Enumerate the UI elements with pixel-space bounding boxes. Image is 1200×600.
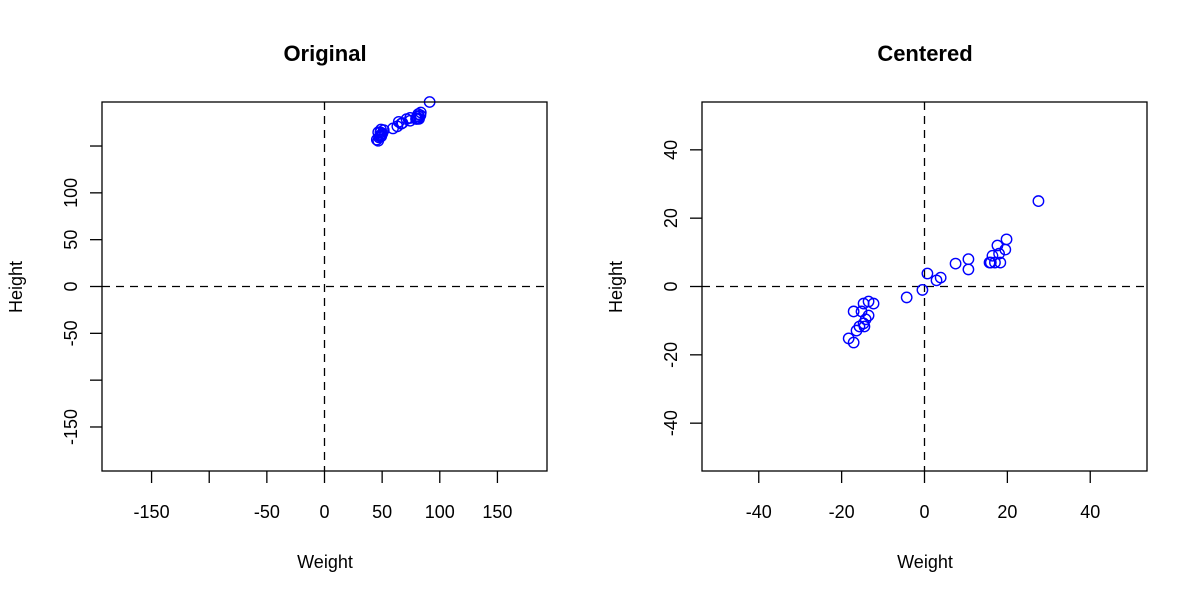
- data-point: [1000, 233, 1013, 246]
- y-axis-label: Height: [606, 261, 626, 313]
- y-tick-label: -20: [661, 342, 681, 368]
- x-tick-label: 0: [319, 502, 329, 522]
- plot-centered: Centered Weight Height -40 -20 0 20 40 -40 -2…: [606, 41, 1148, 572]
- x-tick-label: -40: [746, 502, 772, 522]
- reference-lines: [702, 102, 1147, 471]
- x-tick-label: -50: [254, 502, 280, 522]
- data-point: [370, 133, 383, 146]
- x-tick-label: 150: [482, 502, 512, 522]
- y-tick-label: 40: [661, 140, 681, 160]
- plot-title: Original: [283, 41, 366, 66]
- data-point: [916, 284, 929, 296]
- scatter-points: [370, 96, 436, 147]
- reference-lines: [102, 102, 547, 471]
- data-point: [413, 112, 425, 125]
- x-tick-label: 100: [425, 502, 455, 522]
- y-axis-label: Height: [6, 261, 26, 313]
- y-axis: -40 -20 0 20 40: [661, 140, 702, 436]
- x-tick-label: 40: [1080, 502, 1100, 522]
- data-point: [372, 134, 385, 147]
- x-tick-label: 20: [997, 502, 1017, 522]
- plot-original: Original Weight Height -150 -50 0 50 100 150 …: [6, 41, 548, 572]
- data-point: [962, 253, 975, 266]
- plot-frame: [101, 101, 548, 472]
- data-point: [991, 239, 1004, 252]
- y-tick-label: 50: [61, 230, 81, 250]
- y-tick-label: 0: [61, 281, 81, 291]
- x-tick-label: -150: [134, 502, 170, 522]
- y-tick-label: 20: [661, 208, 681, 228]
- y-tick-label: 100: [61, 178, 81, 208]
- data-point: [900, 291, 913, 304]
- data-point: [984, 256, 997, 269]
- data-point: [1032, 195, 1045, 207]
- plot-frame: [701, 101, 1148, 472]
- x-tick-label: 0: [919, 502, 929, 522]
- x-axis-label: Weight: [297, 552, 353, 572]
- data-point: [962, 263, 975, 276]
- data-point: [989, 256, 1001, 269]
- data-point: [986, 249, 999, 262]
- data-point: [850, 324, 863, 337]
- data-point: [930, 274, 943, 287]
- data-point: [949, 257, 962, 270]
- y-tick-label: -40: [661, 410, 681, 436]
- x-axis: -40 -20 0 20 40: [746, 471, 1100, 522]
- data-point: [994, 256, 1007, 269]
- y-tick-label: -50: [61, 320, 81, 346]
- y-tick-label: -150: [61, 409, 81, 445]
- x-axis: -150 -50 0 50 100 150: [134, 471, 512, 522]
- data-point: [387, 122, 399, 135]
- plot-title: Centered: [877, 41, 972, 66]
- scatter-points: [842, 195, 1045, 349]
- x-tick-label: 50: [372, 502, 392, 522]
- x-tick-label: -20: [829, 502, 855, 522]
- data-point: [857, 297, 870, 310]
- y-tick-label: 0: [661, 281, 681, 291]
- data-point: [847, 305, 860, 318]
- x-axis-label: Weight: [897, 552, 953, 572]
- y-axis: -150 -50 0 50 100: [61, 145, 102, 445]
- data-point: [847, 336, 860, 349]
- data-point: [921, 267, 934, 280]
